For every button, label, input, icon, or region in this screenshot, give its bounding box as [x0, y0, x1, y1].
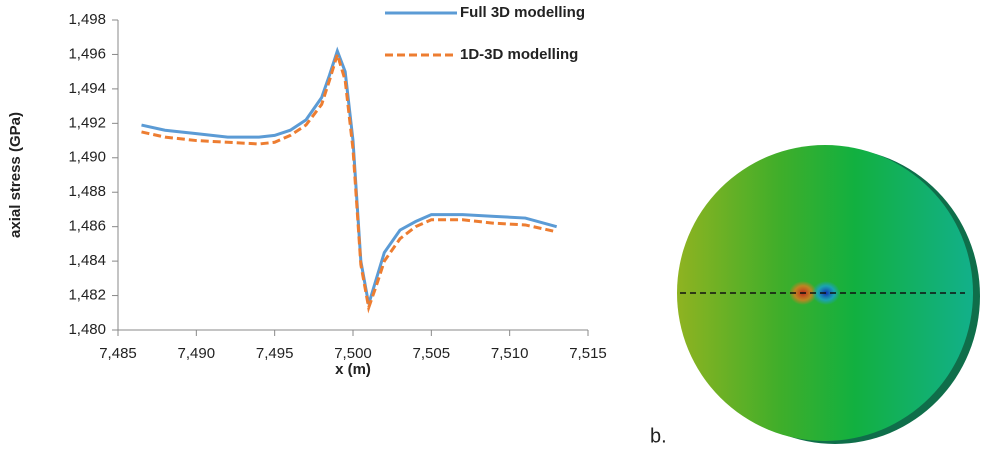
- x-tick-label: 7,515: [569, 345, 607, 362]
- x-tick-label: 7,495: [256, 345, 294, 362]
- y-tick-label: 1,492: [68, 114, 106, 131]
- disk-image: [677, 145, 980, 444]
- y-tick-label: 1,496: [68, 45, 106, 62]
- panel-label: b.: [650, 425, 667, 447]
- y-tick-label: 1,498: [68, 11, 106, 28]
- x-axis-title: x (m): [335, 361, 371, 378]
- x-tick-label: 7,490: [178, 345, 216, 362]
- y-tick-label: 1,486: [68, 218, 106, 235]
- y-axis-title: axial stress (GPa): [7, 112, 24, 238]
- y-tick-label: 1,490: [68, 149, 106, 166]
- y-tick-label: 1,482: [68, 287, 106, 304]
- series-line: [141, 49, 557, 314]
- series-line: [141, 46, 558, 305]
- x-tick-label: 7,500: [334, 345, 372, 362]
- y-tick-label: 1,494: [68, 80, 106, 97]
- legend-label: 1D-3D modelling: [460, 46, 578, 63]
- y-tick-label: 1,484: [68, 252, 106, 269]
- y-tick-label: 1,480: [68, 321, 106, 338]
- x-tick-label: 7,505: [413, 345, 451, 362]
- legend-label: Full 3D modelling: [460, 4, 585, 21]
- x-tick-label: 7,510: [491, 345, 529, 362]
- y-tick-label: 1,488: [68, 183, 106, 200]
- x-tick-label: 7,485: [99, 345, 137, 362]
